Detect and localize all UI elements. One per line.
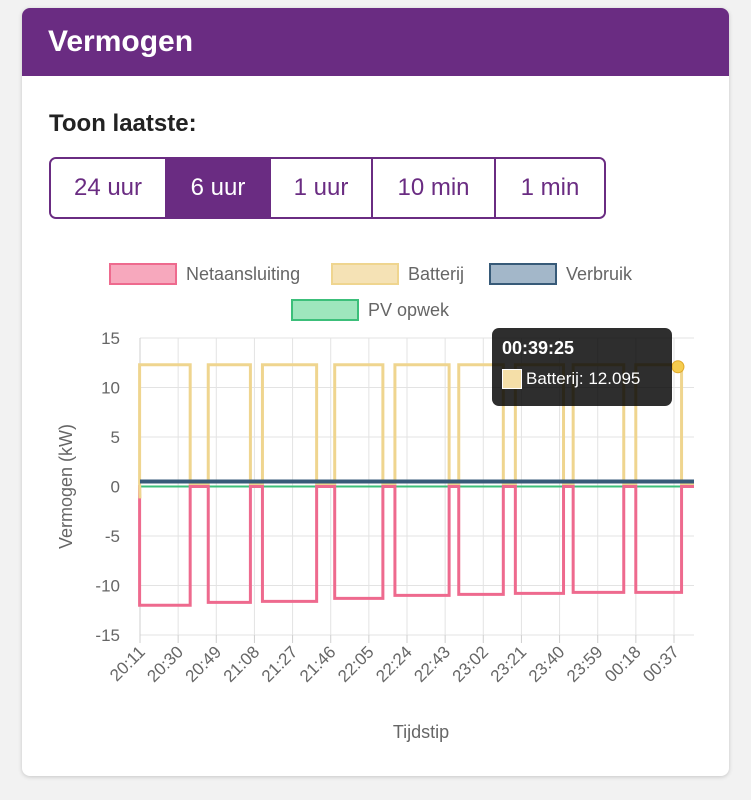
legend-label: Netaansluiting xyxy=(186,264,300,284)
legend-swatch xyxy=(331,263,399,285)
x-tick-label: 23:02 xyxy=(449,642,493,686)
x-tick-label: 23:40 xyxy=(525,642,569,686)
tooltip-text: Batterij: 12.095 xyxy=(526,369,641,388)
x-tick-label: 23:21 xyxy=(487,642,531,686)
y-tick-label: 10 xyxy=(101,379,120,398)
y-tick-label: 0 xyxy=(111,478,120,497)
tooltip-swatch xyxy=(502,369,522,389)
power-card: Vermogen Toon laatste: 24 uur 6 uur 1 uu… xyxy=(22,8,729,776)
x-tick-label: 20:30 xyxy=(143,642,187,686)
x-tick-label: 21:08 xyxy=(220,642,264,686)
x-tick-label: 22:24 xyxy=(372,642,416,686)
x-tick-label: 21:46 xyxy=(296,642,340,686)
tooltip-body: Batterij: 12.095 xyxy=(502,369,662,389)
legend-label: Verbruik xyxy=(566,264,633,284)
range-button-24-uur[interactable]: 24 uur xyxy=(51,159,167,217)
x-tick-label: 20:11 xyxy=(106,642,149,685)
y-tick-label: 5 xyxy=(111,428,120,447)
range-button-10-min[interactable]: 10 min xyxy=(373,159,496,217)
y-tick-label: 15 xyxy=(101,329,120,348)
legend-swatch xyxy=(291,299,359,321)
card-title: Vermogen xyxy=(48,25,194,58)
x-tick-label: 22:05 xyxy=(334,642,378,686)
x-tick-label: 21:27 xyxy=(258,642,302,686)
y-tick-label: -15 xyxy=(95,626,120,645)
power-chart[interactable]: 151050-5-10-1520:1120:3020:4921:0821:272… xyxy=(22,8,729,776)
card-header: Vermogen xyxy=(22,8,729,76)
chart-tooltip: 00:39:25 Batterij: 12.095 xyxy=(492,328,672,406)
range-button-group: 24 uur 6 uur 1 uur 10 min 1 min xyxy=(49,157,606,219)
range-label: Toon laatste: xyxy=(49,110,197,137)
x-axis-title: Tijdstip xyxy=(393,722,449,742)
y-tick-label: -10 xyxy=(95,577,120,596)
x-tick-label: 20:49 xyxy=(182,642,226,686)
x-tick-label: 22:43 xyxy=(410,642,454,686)
legend-swatch xyxy=(109,263,177,285)
y-axis-title: Vermogen (kW) xyxy=(56,424,76,549)
range-button-6-uur[interactable]: 6 uur xyxy=(167,159,271,217)
x-tick-label: 00:18 xyxy=(601,642,645,686)
netaansluiting-line xyxy=(138,485,694,607)
legend-swatch xyxy=(489,263,557,285)
x-tick-label: 00:37 xyxy=(639,642,683,686)
x-tick-label: 23:59 xyxy=(563,642,607,686)
tooltip-title: 00:39:25 xyxy=(502,338,575,358)
tooltip-point xyxy=(671,360,685,374)
legend-label: Batterij xyxy=(408,264,464,284)
y-tick-label: -5 xyxy=(105,527,120,546)
range-button-1-min[interactable]: 1 min xyxy=(496,159,604,217)
range-button-1-uur[interactable]: 1 uur xyxy=(271,159,373,217)
legend-label: PV opwek xyxy=(368,300,450,320)
